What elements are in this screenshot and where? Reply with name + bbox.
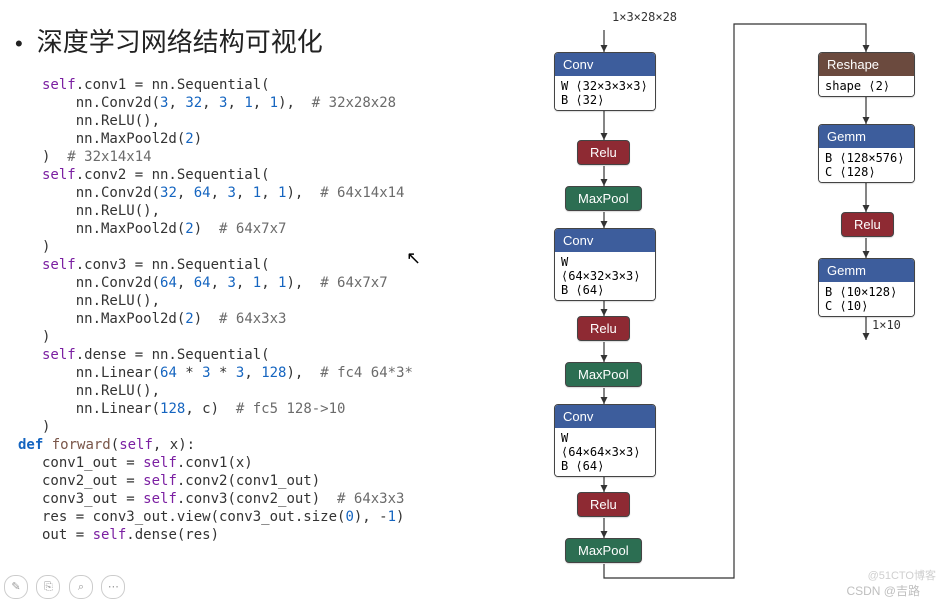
node-relu1[interactable]: Relu <box>577 140 630 165</box>
code-line: res = conv3_out.view(conv3_out.size(0), … <box>42 508 413 526</box>
code-line: def forward(self, x): <box>18 436 413 454</box>
search-icon[interactable]: ⌕ <box>69 575 93 599</box>
code-line: ) # 32x14x14 <box>42 148 413 166</box>
node-header: Gemm <box>819 259 914 282</box>
slide: • 深度学习网络结构可视化 self.conv1 = nn.Sequential(… <box>0 0 948 605</box>
node-mp2[interactable]: MaxPool <box>565 362 642 387</box>
code-line: nn.ReLU(), <box>42 202 413 220</box>
title-text: 深度学习网络结构可视化 <box>37 27 323 57</box>
code-line: nn.Conv2d(64, 64, 3, 1, 1), # 64x7x7 <box>42 274 413 292</box>
bullet-dot: • <box>15 31 23 56</box>
code-line: nn.Linear(128, c) # fc5 128->10 <box>42 400 413 418</box>
code-line: conv2_out = self.conv2(conv1_out) <box>42 472 413 490</box>
code-line: ) <box>42 238 413 256</box>
code-line: nn.ReLU(), <box>42 292 413 310</box>
edit-icon[interactable]: ✎ <box>4 575 28 599</box>
code-block: self.conv1 = nn.Sequential( nn.Conv2d(3,… <box>42 76 413 544</box>
mouse-cursor-icon: ↖ <box>406 248 421 269</box>
node-reshape[interactable]: Reshapeshape ⟨2⟩ <box>818 52 915 97</box>
code-line: nn.Linear(64 * 3 * 3, 128), # fc4 64*3* <box>42 364 413 382</box>
diagram-label: 1×10 <box>872 318 901 332</box>
node-body: B ⟨10×128⟩C ⟨10⟩ <box>819 282 914 316</box>
node-conv2[interactable]: ConvW ⟨64×32×3×3⟩B ⟨64⟩ <box>554 228 656 301</box>
code-line: nn.Conv2d(32, 64, 3, 1, 1), # 64x14x14 <box>42 184 413 202</box>
code-line: ) <box>42 418 413 436</box>
code-line: nn.MaxPool2d(2) # 64x7x7 <box>42 220 413 238</box>
node-gemm2[interactable]: GemmB ⟨10×128⟩C ⟨10⟩ <box>818 258 915 317</box>
node-body: W ⟨64×32×3×3⟩B ⟨64⟩ <box>555 252 655 300</box>
page-title: • 深度学习网络结构可视化 <box>15 22 323 59</box>
node-conv1[interactable]: ConvW ⟨32×3×3×3⟩B ⟨32⟩ <box>554 52 656 111</box>
code-line: ) <box>42 328 413 346</box>
code-line: self.conv3 = nn.Sequential( <box>42 256 413 274</box>
node-relu4[interactable]: Relu <box>841 212 894 237</box>
code-line: self.conv2 = nn.Sequential( <box>42 166 413 184</box>
code-line: conv3_out = self.conv3(conv2_out) # 64x3… <box>42 490 413 508</box>
node-header: Conv <box>555 53 655 76</box>
node-header: Gemm <box>819 125 914 148</box>
node-conv3[interactable]: ConvW ⟨64×64×3×3⟩B ⟨64⟩ <box>554 404 656 477</box>
node-mp3[interactable]: MaxPool <box>565 538 642 563</box>
node-body: W ⟨32×3×3×3⟩B ⟨32⟩ <box>555 76 655 110</box>
code-line: nn.ReLU(), <box>42 112 413 130</box>
node-header: Conv <box>555 405 655 428</box>
code-line: nn.ReLU(), <box>42 382 413 400</box>
node-body: shape ⟨2⟩ <box>819 76 914 96</box>
watermark: CSDN @吉路 <box>846 582 920 599</box>
code-line: self.conv1 = nn.Sequential( <box>42 76 413 94</box>
copy-icon[interactable]: ⎘ <box>36 575 60 599</box>
node-body: B ⟨128×576⟩C ⟨128⟩ <box>819 148 914 182</box>
code-line: nn.MaxPool2d(2) # 64x3x3 <box>42 310 413 328</box>
code-line: nn.MaxPool2d(2) <box>42 130 413 148</box>
code-line: self.dense = nn.Sequential( <box>42 346 413 364</box>
node-header: Conv <box>555 229 655 252</box>
diagram-label: 1×3×28×28 <box>612 10 677 24</box>
node-relu3[interactable]: Relu <box>577 492 630 517</box>
network-diagram: ConvW ⟨32×3×3×3⟩B ⟨32⟩ReluMaxPoolConvW ⟨… <box>534 6 928 586</box>
node-gemm1[interactable]: GemmB ⟨128×576⟩C ⟨128⟩ <box>818 124 915 183</box>
watermark-2: @51CTO博客 <box>868 567 936 583</box>
code-line: conv1_out = self.conv1(x) <box>42 454 413 472</box>
toolbar: ✎ ⎘ ⌕ ⋯ <box>4 575 129 599</box>
more-icon[interactable]: ⋯ <box>101 575 125 599</box>
code-line: out = self.dense(res) <box>42 526 413 544</box>
node-body: W ⟨64×64×3×3⟩B ⟨64⟩ <box>555 428 655 476</box>
node-mp1[interactable]: MaxPool <box>565 186 642 211</box>
node-header: Reshape <box>819 53 914 76</box>
code-line: nn.Conv2d(3, 32, 3, 1, 1), # 32x28x28 <box>42 94 413 112</box>
node-relu2[interactable]: Relu <box>577 316 630 341</box>
